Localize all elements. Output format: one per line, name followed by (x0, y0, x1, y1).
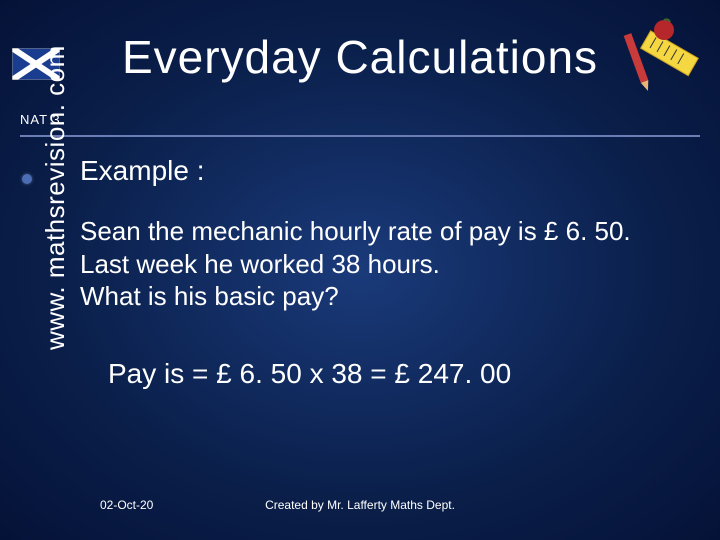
solution-text: Pay is = £ 6. 50 x 38 = £ 247. 00 (108, 358, 700, 390)
problem-line-2: Last week he worked 38 hours. (80, 248, 700, 281)
slide-container: Everyday Calculations NAT 3 www. mathsre… (0, 0, 720, 540)
bullet-dot-icon (22, 174, 32, 184)
website-url: www. mathsrevision. com (40, 45, 71, 350)
footer-credit: Created by Mr. Lafferty Maths Dept. (0, 498, 720, 512)
slide-title: Everyday Calculations (0, 30, 720, 84)
example-heading: Example : (80, 155, 700, 187)
problem-text: Sean the mechanic hourly rate of pay is … (80, 215, 700, 313)
content-area: Example : Sean the mechanic hourly rate … (80, 155, 700, 390)
problem-line-3: What is his basic pay? (80, 280, 700, 313)
header-divider (20, 135, 700, 137)
problem-line-1: Sean the mechanic hourly rate of pay is … (80, 215, 700, 248)
